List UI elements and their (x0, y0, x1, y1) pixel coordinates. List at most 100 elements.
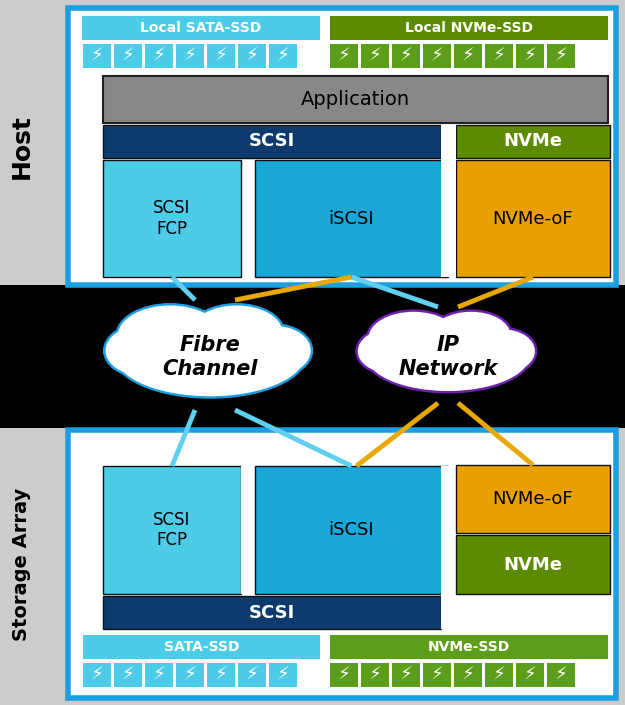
Bar (547, 663, 575, 687)
Ellipse shape (470, 327, 538, 375)
Text: iSCSI: iSCSI (329, 521, 374, 539)
Text: NVMe: NVMe (504, 133, 562, 150)
Ellipse shape (116, 303, 225, 369)
Bar (456, 125, 610, 158)
Ellipse shape (472, 329, 535, 373)
Bar (330, 44, 358, 68)
Text: ⚡: ⚡ (338, 47, 351, 65)
Ellipse shape (103, 324, 180, 378)
Bar (456, 160, 610, 277)
Bar (547, 44, 575, 68)
Text: SATA-SSD: SATA-SSD (164, 640, 239, 654)
Bar (176, 663, 204, 687)
Bar (269, 663, 297, 687)
Text: ⚡: ⚡ (184, 666, 196, 684)
Bar (103, 466, 241, 594)
Text: ⚡: ⚡ (121, 666, 134, 684)
Text: ⚡: ⚡ (91, 47, 104, 65)
Text: Fibre
Channel: Fibre Channel (162, 336, 258, 379)
Ellipse shape (236, 324, 313, 378)
Text: SCSI: SCSI (249, 603, 295, 622)
Bar (454, 44, 482, 68)
Text: ⚡: ⚡ (338, 666, 351, 684)
Ellipse shape (106, 326, 177, 375)
Bar (238, 44, 266, 68)
Bar (441, 125, 456, 277)
Bar (392, 44, 420, 68)
Ellipse shape (118, 305, 222, 366)
Ellipse shape (429, 309, 513, 360)
Bar (392, 663, 420, 687)
Text: ⚡: ⚡ (492, 47, 506, 65)
Text: IP
Network: IP Network (398, 336, 498, 379)
Text: Application: Application (301, 90, 410, 109)
Ellipse shape (115, 314, 305, 396)
Bar (114, 663, 142, 687)
Bar (207, 663, 235, 687)
Text: ⚡: ⚡ (91, 666, 104, 684)
Bar (207, 44, 235, 68)
Bar (361, 663, 389, 687)
Text: Storage Array: Storage Array (12, 487, 31, 641)
Bar (103, 160, 241, 277)
Bar (269, 44, 297, 68)
Text: ⚡: ⚡ (184, 47, 196, 65)
Ellipse shape (355, 327, 422, 375)
Bar (330, 635, 608, 659)
Text: ⚡: ⚡ (492, 666, 506, 684)
Text: ⚡: ⚡ (121, 47, 134, 65)
Text: NVMe-oF: NVMe-oF (492, 490, 573, 508)
Bar (454, 663, 482, 687)
Text: ⚡: ⚡ (152, 666, 166, 684)
Bar (361, 44, 389, 68)
Text: ⚡: ⚡ (276, 47, 289, 65)
Bar (145, 44, 173, 68)
Bar (83, 44, 111, 68)
Text: SCSI: SCSI (249, 133, 295, 150)
Ellipse shape (364, 317, 532, 393)
Text: SCSI
FCP: SCSI FCP (153, 199, 191, 238)
Ellipse shape (357, 329, 420, 373)
Bar (0, 285, 625, 428)
Bar (68, 430, 616, 698)
Text: NVMe-SSD: NVMe-SSD (428, 640, 510, 654)
Bar (103, 76, 608, 123)
Bar (103, 125, 441, 158)
Bar (114, 44, 142, 68)
Text: Host: Host (10, 114, 34, 179)
Bar (330, 663, 358, 687)
Bar (68, 8, 616, 285)
Bar (456, 535, 610, 594)
Bar (255, 160, 448, 277)
Text: ⚡: ⚡ (399, 666, 412, 684)
Ellipse shape (366, 309, 461, 367)
Text: iSCSI: iSCSI (329, 209, 374, 228)
Bar (423, 663, 451, 687)
Bar (516, 663, 544, 687)
Bar (82, 16, 320, 40)
Text: ⚡: ⚡ (431, 47, 444, 65)
Bar (456, 465, 610, 533)
Text: ⚡: ⚡ (524, 47, 536, 65)
Text: ⚡: ⚡ (524, 666, 536, 684)
Ellipse shape (432, 312, 511, 358)
Bar (255, 466, 448, 594)
Text: ⚡: ⚡ (399, 47, 412, 65)
Ellipse shape (369, 312, 459, 364)
Text: ⚡: ⚡ (214, 666, 228, 684)
Text: Local SATA-SSD: Local SATA-SSD (141, 21, 262, 35)
Ellipse shape (239, 326, 311, 375)
Text: ⚡: ⚡ (369, 666, 381, 684)
Bar (145, 663, 173, 687)
Ellipse shape (189, 303, 285, 361)
Text: ⚡: ⚡ (276, 666, 289, 684)
Text: ⚡: ⚡ (214, 47, 228, 65)
Text: ⚡: ⚡ (246, 666, 259, 684)
Text: ⚡: ⚡ (461, 666, 474, 684)
Bar (241, 466, 255, 594)
Text: ⚡: ⚡ (461, 47, 474, 65)
Text: Local NVMe-SSD: Local NVMe-SSD (405, 21, 533, 35)
Bar (176, 44, 204, 68)
Text: NVMe: NVMe (504, 556, 562, 573)
Ellipse shape (191, 305, 282, 358)
